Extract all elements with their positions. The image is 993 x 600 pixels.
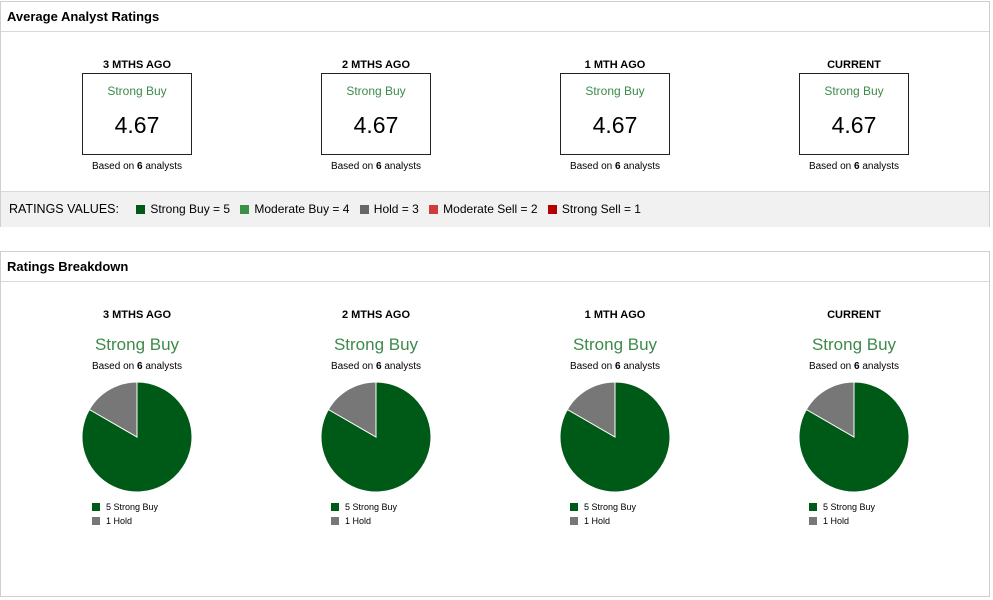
pie-legend: 5 Strong Buy 1 Hold [570,502,660,526]
rating-score: 4.67 [831,112,877,138]
ratings-pie-chart [320,381,432,493]
strong-buy-swatch [809,503,817,511]
rating-cards-row: 3 MTHS AGO Strong Buy 4.67 Based on 6 an… [1,32,989,193]
pie-legend-hold: 1 Hold [570,516,660,526]
ratings-breakdown-panel: Ratings Breakdown 3 MTHS AGO Strong Buy … [0,251,990,597]
legend-item-strong-sell: Strong Sell = 1 [547,192,641,227]
legend-item-moderate-buy: Moderate Buy = 4 [240,192,349,227]
analyst-count-text: Based on 6 analysts [91,161,183,172]
pie-slice-hold[interactable] [805,381,855,438]
period-label: 1 MTH AGO [584,59,646,71]
breakdown-card-1-month-ago: 1 MTH AGO Strong Buy Based on 6 analysts… [495,282,735,530]
hold-swatch [331,517,339,525]
analyst-count-text: Based on 6 analysts [569,161,661,172]
period-label: 1 MTH AGO [584,309,646,321]
panel-title: Ratings Breakdown [1,252,989,282]
panel-title: Average Analyst Ratings [1,2,989,32]
analyst-count-text: Based on 6 analysts [330,361,422,372]
pie-slice-hold[interactable] [566,381,616,438]
rating-score: 4.67 [114,112,160,138]
moderate-sell-swatch [429,205,439,214]
rating-card-1-month-ago: 1 MTH AGO Strong Buy 4.67 Based on 6 ana… [495,32,735,172]
period-label: 3 MTHS AGO [102,309,172,321]
analyst-count-text: Based on 6 analysts [808,161,900,172]
pie-legend-strong-buy: 5 Strong Buy [331,502,421,512]
analyst-count-text: Based on 6 analysts [91,361,183,372]
pie-legend: 5 Strong Buy 1 Hold [92,502,182,526]
hold-swatch [359,205,369,214]
strong-buy-swatch [570,503,578,511]
rating-card-3-months-ago: 3 MTHS AGO Strong Buy 4.67 Based on 6 an… [17,32,257,172]
pie-legend-hold: 1 Hold [92,516,182,526]
strong-sell-swatch [547,205,557,214]
pie-legend-hold: 1 Hold [809,516,899,526]
rating-label: Strong Buy [572,335,658,354]
hold-swatch [92,517,100,525]
rating-score: 4.67 [353,112,399,138]
rating-label: Strong Buy [333,335,419,354]
moderate-buy-swatch [240,205,250,214]
rating-box: Strong Buy 4.67 [799,73,909,155]
analyst-count-text: Based on 6 analysts [569,361,661,372]
rating-label: Strong Buy [824,84,884,98]
rating-box: Strong Buy 4.67 [82,73,192,155]
rating-label: Strong Buy [94,335,180,354]
pie-legend-strong-buy: 5 Strong Buy [809,502,899,512]
rating-label: Strong Buy [107,84,167,98]
period-label: CURRENT [827,59,881,71]
ratings-values-title: RATINGS VALUES: [9,202,119,216]
ratings-pie-chart [81,381,193,493]
rating-box: Strong Buy 4.67 [560,73,670,155]
legend-item-strong-buy: Strong Buy = 5 [136,192,230,227]
rating-label: Strong Buy [346,84,406,98]
pie-slice-hold[interactable] [88,381,138,438]
breakdown-card-3-months-ago: 3 MTHS AGO Strong Buy Based on 6 analyst… [17,282,257,530]
pie-legend: 5 Strong Buy 1 Hold [809,502,899,526]
rating-card-2-months-ago: 2 MTHS AGO Strong Buy 4.67 Based on 6 an… [256,32,496,172]
average-analyst-ratings-panel: Average Analyst Ratings 3 MTHS AGO Stron… [0,1,990,227]
analyst-count-text: Based on 6 analysts [330,161,422,172]
rating-score: 4.67 [592,112,638,138]
strong-buy-swatch [331,503,339,511]
period-label: 2 MTHS AGO [341,59,411,71]
ratings-values-legend: RATINGS VALUES: Strong Buy = 5 Moderate … [1,191,989,227]
legend-item-moderate-sell: Moderate Sell = 2 [429,192,538,227]
ratings-pie-chart [798,381,910,493]
breakdown-card-2-months-ago: 2 MTHS AGO Strong Buy Based on 6 analyst… [256,282,496,530]
rating-box: Strong Buy 4.67 [321,73,431,155]
pie-legend-hold: 1 Hold [331,516,421,526]
period-label: 2 MTHS AGO [341,309,411,321]
analyst-count-text: Based on 6 analysts [808,361,900,372]
rating-label: Strong Buy [585,84,645,98]
strong-buy-swatch [92,503,100,511]
ratings-pie-chart [559,381,671,493]
breakdown-cards-row: 3 MTHS AGO Strong Buy Based on 6 analyst… [1,282,989,582]
hold-swatch [809,517,817,525]
period-label: CURRENT [827,309,881,321]
pie-legend-strong-buy: 5 Strong Buy [570,502,660,512]
pie-slice-hold[interactable] [327,381,377,438]
period-label: 3 MTHS AGO [102,59,172,71]
pie-legend-strong-buy: 5 Strong Buy [92,502,182,512]
breakdown-card-current: CURRENT Strong Buy Based on 6 analysts 5… [734,282,974,530]
rating-card-current: CURRENT Strong Buy 4.67 Based on 6 analy… [734,32,974,172]
pie-legend: 5 Strong Buy 1 Hold [331,502,421,526]
hold-swatch [570,517,578,525]
legend-item-hold: Hold = 3 [359,192,419,227]
strong-buy-swatch [136,205,146,214]
rating-label: Strong Buy [811,335,897,354]
